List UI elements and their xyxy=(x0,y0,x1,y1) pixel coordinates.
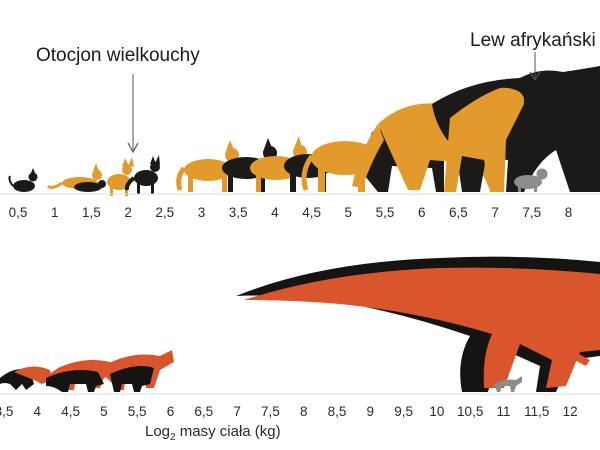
bottom-axis-tick-label: 5,5 xyxy=(128,404,147,419)
top-axis-tick-label: 0,5 xyxy=(9,205,28,220)
silhouette-grey-cub xyxy=(514,168,548,192)
bottom-axis-tick-label: 9,5 xyxy=(394,404,413,419)
top-axis-tick-label: 2,5 xyxy=(155,205,174,220)
callout-african-lion-arrowhead xyxy=(529,71,541,82)
dinosaur-silhouettes xyxy=(0,256,600,392)
top-axis-tick-label: 4,5 xyxy=(302,205,321,220)
top-axis-ticks: 0,5 1 1,5 2 2,5 3 3,5 4 4,5 5 5,5 6 6,5 7 7,5 8 xyxy=(9,205,573,220)
bottom-axis-tick-label: 4 xyxy=(34,404,42,419)
top-axis-tick-label: 1 xyxy=(51,205,59,220)
bottom-axis-tick-label: 7 xyxy=(233,404,241,419)
callout-bat-eared-fox-arrowhead xyxy=(127,142,139,154)
bottom-axis-tick-label: 10 xyxy=(429,404,444,419)
bottom-axis-tick-label: 5 xyxy=(100,404,108,419)
top-axis-tick-label: 8 xyxy=(565,205,573,220)
silhouette-small-theropod-1 xyxy=(0,366,52,390)
silhouette-small-black-1 xyxy=(74,180,106,192)
bottom-axis-tick-label: 8 xyxy=(300,404,308,419)
top-axis-tick-label: 1,5 xyxy=(82,205,101,220)
axis-label-subscript: 2 xyxy=(170,432,176,443)
callout-african-lion: Lew afrykański xyxy=(470,30,596,51)
bottom-axis-tick-label: 6,5 xyxy=(194,404,213,419)
silhouette-orange-lioness xyxy=(444,87,524,192)
top-axis-tick-label: 5,5 xyxy=(376,205,395,220)
top-axis-tick-label: 3 xyxy=(198,205,206,220)
silhouette-small-theropod-3 xyxy=(100,350,174,392)
bottom-axis-ticks: 3,5 4 4,5 5 5,5 6 6,5 7 7,5 8 8,5 9 9,5 10 10,5 11 11,5 1… xyxy=(0,404,578,419)
top-axis-tick-label: 4 xyxy=(271,205,279,220)
top-axis-tick-label: 5 xyxy=(345,205,353,220)
axis-label-prefix: Log xyxy=(145,423,170,440)
bottom-axis-tick-label: 6 xyxy=(167,404,175,419)
axis-label: Log2 masy ciała (kg) xyxy=(145,423,281,443)
silhouette-tiny-grey-theropod xyxy=(494,376,522,392)
top-axis-tick-label: 7,5 xyxy=(522,205,541,220)
bottom-axis-tick-label: 3,5 xyxy=(0,404,13,419)
top-axis-tick-label: 3,5 xyxy=(229,205,248,220)
silhouette-black-fox-1 xyxy=(124,155,160,194)
callout-bat-eared-fox: Otocjon wielkouchy xyxy=(36,45,200,66)
bottom-axis-tick-label: 9 xyxy=(367,404,375,419)
bottom-axis-tick-label: 7,5 xyxy=(261,404,280,419)
axis-label-suffix: masy ciała (kg) xyxy=(176,423,281,440)
bottom-axis-tick-label: 11,5 xyxy=(524,404,549,419)
silhouette-tyrannosaur-red xyxy=(244,267,600,388)
mammal-silhouettes xyxy=(8,66,600,196)
bottom-axis-tick-label: 12 xyxy=(563,404,578,419)
bottom-axis-tick-label: 10,5 xyxy=(457,404,483,419)
top-axis-tick-label: 2 xyxy=(124,205,132,220)
bottom-axis-tick-label: 8,5 xyxy=(328,404,347,419)
top-axis-tick-label: 7 xyxy=(491,205,499,220)
top-axis-tick-label: 6 xyxy=(418,205,426,220)
silhouette-small-cat xyxy=(8,168,38,192)
silhouette-african-lion xyxy=(432,66,600,192)
bottom-axis-tick-label: 11 xyxy=(496,404,510,419)
bottom-axis-tick-label: 4,5 xyxy=(61,404,80,419)
top-axis-tick-label: 6,5 xyxy=(449,205,468,220)
silhouette-bat-eared-fox xyxy=(107,157,134,196)
